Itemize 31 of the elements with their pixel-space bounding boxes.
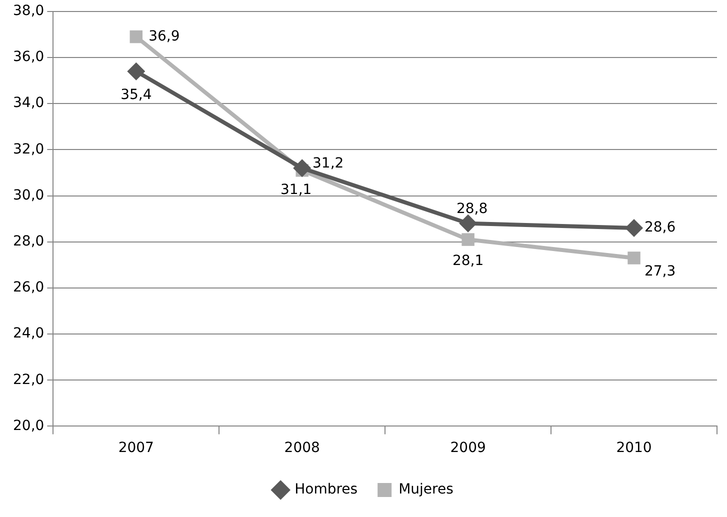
- point: [625, 219, 644, 238]
- x-tick-label: 2007: [118, 440, 154, 456]
- data-label: 36,9: [148, 28, 180, 44]
- point: [130, 30, 143, 44]
- data-label: 28,8: [456, 201, 488, 218]
- x-tick-label: 2008: [284, 440, 320, 456]
- y-tick-label: 30,0: [13, 187, 44, 204]
- point: [459, 214, 478, 232]
- data-label: 28,6: [644, 220, 676, 236]
- y-tick-label: 38,0: [13, 3, 44, 20]
- y-tick-label: 28,0: [13, 233, 44, 250]
- point: [293, 159, 312, 178]
- y-tick-label: 22,0: [13, 372, 44, 388]
- y-tick-label: 20,0: [13, 418, 44, 434]
- point: [127, 62, 146, 80]
- data-label: 28,1: [452, 253, 484, 270]
- point: [462, 233, 474, 246]
- legend-label: Hombres: [294, 482, 358, 498]
- data-label: 27,3: [644, 264, 676, 280]
- x-tick-label: 2010: [616, 440, 652, 456]
- data-label: 31,2: [312, 156, 344, 172]
- data-label: 31,1: [280, 182, 312, 198]
- y-tick-label: 24,0: [13, 326, 44, 342]
- y-tick-label: 36,0: [13, 49, 44, 66]
- point: [628, 252, 640, 264]
- y-tick-label: 26,0: [13, 280, 44, 296]
- y-tick-label: 32,0: [13, 141, 44, 158]
- y-tick-label: 34,0: [13, 95, 44, 112]
- x-tick-label: 2009: [450, 440, 486, 456]
- data-label: 35,4: [120, 86, 152, 103]
- legend-label: Mujeres: [398, 482, 454, 498]
